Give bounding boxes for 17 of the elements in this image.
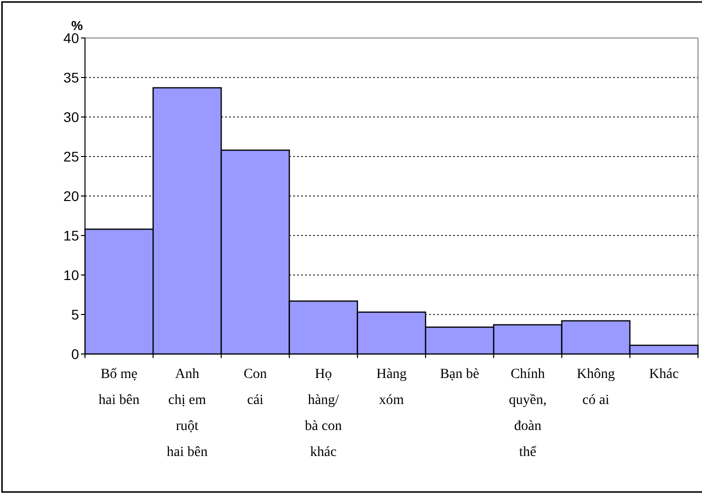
x-tick-label: Anh chị em ruột hai bên: [166, 367, 208, 460]
x-tick-label: Hàng xóm: [376, 367, 407, 408]
y-tick-label: 10: [63, 266, 80, 283]
x-tick-label: Họ hàng/ bà con khác: [304, 367, 342, 460]
x-tick-label: Bố mẹ hai bên: [98, 367, 140, 408]
y-tick-label: 5: [71, 306, 80, 322]
y-tick-label: 0: [71, 346, 80, 362]
x-tick-label: Khác: [649, 367, 679, 382]
x-tick-label: Không có ai: [576, 367, 615, 408]
x-tick-label: Con cái: [244, 367, 267, 408]
x-tick-label: Bạn bè: [440, 367, 480, 382]
y-tick-label: 25: [63, 148, 80, 164]
y-tick-label: 30: [63, 108, 80, 125]
y-tick-label: 20: [63, 188, 80, 204]
y-tick-label: 35: [63, 69, 80, 86]
x-tick-label: Chính quyền, đoàn thể: [508, 367, 547, 460]
y-tick-label: 15: [63, 227, 80, 244]
